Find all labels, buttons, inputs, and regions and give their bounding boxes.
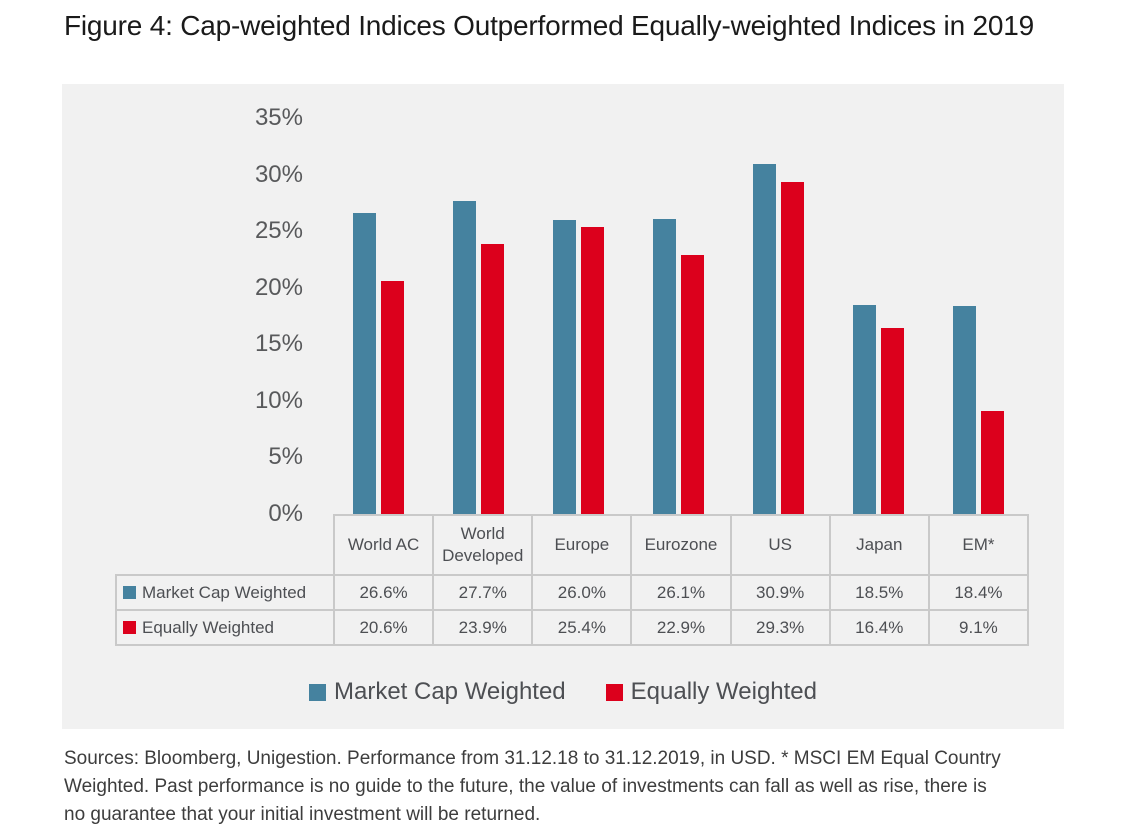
bar-market-cap-weighted-eurozone	[653, 219, 676, 514]
y-tick-label: 10%	[254, 386, 303, 414]
series-label-cell: Equally Weighted	[115, 609, 335, 646]
legend-label: Market Cap Weighted	[333, 678, 566, 705]
bar-equally-weighted-em-	[981, 411, 1004, 514]
table-corner-cell	[116, 515, 334, 575]
y-tick-label: 35%	[254, 104, 303, 131]
series-label-cell: Market Cap Weighted	[115, 574, 335, 611]
table-value-cell: 30.9%	[729, 574, 831, 611]
table-value-cell: 23.9%	[432, 609, 534, 646]
bar-market-cap-weighted-world-ac	[353, 213, 376, 514]
legend-item-equally-weighted: Equally Weighted	[605, 678, 817, 706]
y-tick-label: 5%	[268, 443, 303, 471]
bar-market-cap-weighted-world-developed	[453, 201, 476, 514]
chart-legend: Market Cap Weighted Equally Weighted	[62, 678, 1064, 706]
y-tick-label: 25%	[254, 217, 303, 245]
table-value-cell: 22.9%	[630, 609, 732, 646]
legend-swatch	[308, 683, 326, 701]
table-value-cell: 27.7%	[432, 574, 534, 611]
bar-equally-weighted-world-developed	[481, 244, 504, 514]
table-value-cell: 25.4%	[531, 609, 633, 646]
y-tick-label: 15%	[254, 330, 303, 358]
bar-market-cap-weighted-europe	[553, 220, 576, 514]
table-value-cell: 26.1%	[630, 574, 732, 611]
source-footnote: Sources: Bloomberg, Unigestion. Performa…	[64, 748, 1001, 825]
table-header-cell-us: US	[729, 514, 831, 576]
series-key-square	[123, 585, 136, 599]
y-tick-label: 0%	[268, 500, 303, 527]
table-value-cell: 18.5%	[828, 574, 930, 611]
series-key-square	[123, 620, 136, 634]
table-header-cell-japan: Japan	[828, 514, 930, 576]
table-header-row: World AC World Developed Europe Eurozone US J…	[116, 514, 1030, 576]
legend-swatch	[605, 683, 623, 701]
table-value-cell: 9.1%	[927, 609, 1030, 646]
table-header-cell-world-ac: World AC	[332, 514, 435, 576]
chart-data-table: World AC World Developed Europe Eurozone US J…	[115, 514, 1030, 646]
table-row-market-cap-weighted: Market Cap Weighted 26.6% 27.7% 26.0% 26.1% 3…	[115, 574, 1030, 611]
bar-equally-weighted-world-ac	[381, 281, 404, 514]
y-tick-label: 30%	[254, 160, 303, 188]
bar-market-cap-weighted-em-	[953, 306, 976, 514]
figure-title: Figure 4: Cap-weighted Indices Outperfor…	[64, 10, 1035, 41]
table-row-equally-weighted: Equally Weighted 20.6% 23.9% 25.4% 22.9% 29.3…	[115, 609, 1030, 646]
legend-item-market-cap-weighted: Market Cap Weighted	[308, 678, 566, 706]
bar-equally-weighted-us	[781, 182, 804, 514]
y-tick-label: 20%	[254, 273, 303, 301]
table-header-cell-europe: Europe	[531, 514, 633, 576]
table-value-cell: 16.4%	[828, 609, 930, 646]
table-header-cell-world-developed: World Developed	[432, 514, 534, 576]
table-value-cell: 18.4%	[927, 574, 1030, 611]
table-value-cell: 26.0%	[531, 574, 633, 611]
bar-equally-weighted-eurozone	[681, 255, 704, 514]
table-value-cell: 26.6%	[332, 574, 435, 611]
table-value-cell: 20.6%	[332, 609, 435, 646]
legend-label: Equally Weighted	[630, 678, 817, 705]
bar-market-cap-weighted-japan	[853, 305, 876, 514]
table-header-cell-eurozone: Eurozone	[630, 514, 732, 576]
table-value-cell: 29.3%	[729, 609, 831, 646]
bar-market-cap-weighted-us	[753, 164, 776, 514]
table-header-cell-em-: EM*	[927, 514, 1030, 576]
bar-equally-weighted-japan	[881, 328, 904, 514]
chart-panel: 35% 30% 25% 20% 15% 10% 5% 0% World AC World Dev…	[62, 84, 1064, 729]
bar-equally-weighted-europe	[581, 227, 604, 514]
